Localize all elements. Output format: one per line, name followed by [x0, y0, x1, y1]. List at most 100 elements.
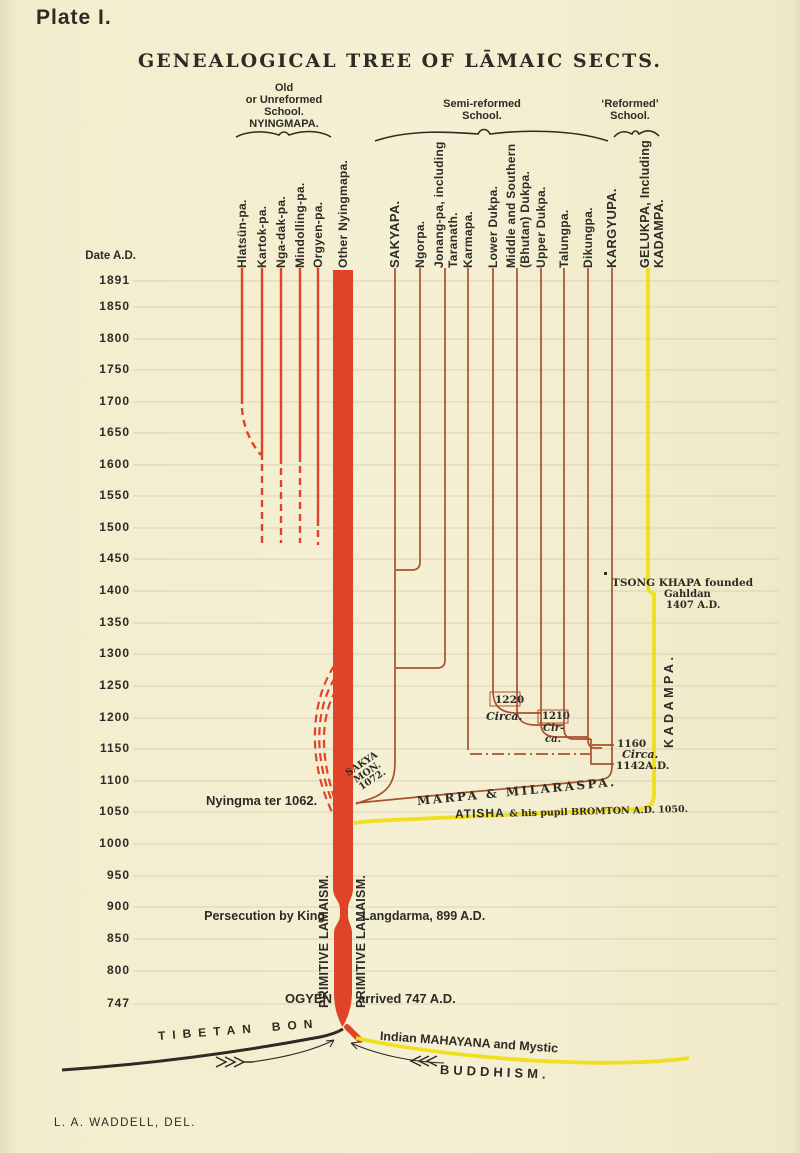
school-header-nyingmapa: Old or Unreformed School. NYINGMAPA.: [214, 82, 354, 130]
sect-label-upper-dukpa: Upper Dukpa.: [534, 186, 548, 268]
nyingma-ter-note: Nyingma ter 1062.: [206, 793, 318, 808]
circa-1210-a: Cir-: [543, 723, 565, 734]
date-tick: 1350: [99, 615, 130, 629]
date-tick: 1500: [99, 520, 130, 534]
ogyen-arrived-label: arrived 747 A.D.: [358, 991, 456, 1006]
date-tick: 1800: [99, 331, 130, 345]
sect-label-other-nyingmapa: Other Nyingmapa.: [336, 159, 350, 268]
year-1210: 1210: [542, 711, 570, 722]
page-title: GENEALOGICAL TREE OF LĀMAIC SECTS.: [138, 50, 662, 72]
gelukpa-line: [353, 268, 656, 825]
date-tick: 1400: [99, 583, 130, 597]
sect-label-talungpa: Talungpa.: [557, 209, 571, 268]
date-grid-lines: [133, 280, 778, 1005]
right-feather-arrow-icon: [409, 1055, 438, 1067]
atisha-rest: & his pupil BROMTON A.D. 1050.: [509, 803, 689, 820]
sect-label-line: GELUKPA, Including: [638, 139, 652, 268]
sect-label-line: Middle and Southern: [504, 143, 518, 268]
date-tick: 800: [106, 963, 130, 977]
right-arrow-hairline: [350, 1041, 445, 1064]
circa-1220: Circa.: [486, 710, 523, 723]
date-tick: 1850: [99, 299, 130, 313]
reformed-brace: [613, 130, 660, 138]
mahayana-yellow-curve: [355, 1036, 690, 1065]
date-tick: 1150: [99, 741, 130, 755]
terma-dashed-arcs: [313, 665, 337, 813]
date-tick: 1750: [99, 362, 130, 376]
sect-label-hlatsunpa: Hlatsün-pa.: [235, 199, 249, 268]
kargyupa-line: [598, 268, 613, 781]
marpa-diagonal-line: [355, 779, 601, 804]
date-tick: 850: [106, 931, 130, 945]
credit-line: L. A. WADDELL, DEL.: [54, 1117, 196, 1129]
circa-1160: Circa.: [622, 748, 659, 761]
date-tick: 1891: [99, 273, 130, 287]
bon-curve: [61, 1027, 344, 1072]
date-tick: 1000: [99, 836, 130, 850]
sect-label-mindolling: Mindolling-pa.: [293, 182, 307, 268]
header-line: School.: [462, 110, 502, 122]
date-tick: 1650: [99, 425, 130, 439]
sakyapa-line: [355, 268, 396, 805]
school-header-reformed: ‘Reformed’ School.: [570, 98, 690, 122]
sect-label-line: (Bhutan) Dukpa.: [518, 170, 532, 268]
date-tick: 1700: [99, 394, 130, 408]
ogyen-label: OGYÉN: [285, 991, 332, 1006]
nyingma-branch-lines: [240, 268, 320, 545]
year-1142: 1142A.D.: [616, 760, 670, 772]
sect-label-line: KADAMPA.: [652, 199, 666, 268]
nyingma-trunk: [333, 270, 353, 1027]
date-tick: 1300: [99, 646, 130, 660]
sect-label-kartokpa: Kartok-pa.: [255, 205, 269, 268]
tsong-khapa-note: TSONG KHAPA founded: [612, 577, 754, 589]
date-tick: 1250: [99, 678, 130, 692]
sect-label-line: Taranath.: [446, 212, 460, 268]
tsong-khapa-note-3: 1407 A.D.: [666, 600, 721, 611]
date-tick: 1200: [99, 710, 130, 724]
bon-and-arrows: [61, 1027, 445, 1072]
sect-label-karmapa: Karmapa.: [461, 210, 475, 268]
sect-label-lower-dukpa: Lower Dukpa.: [486, 185, 500, 268]
sect-label-ngorpa: Ngorpa.: [413, 220, 427, 268]
talungpa-line: [563, 268, 591, 740]
date-leader-lines: [592, 744, 614, 765]
header-line: Old: [274, 82, 294, 94]
year-1160: 1160: [617, 738, 647, 750]
tsong-khapa-note-2: Gahldan: [664, 589, 711, 600]
dikungpa-line: [587, 268, 602, 749]
gelukpa-yellow-lines: [353, 268, 690, 1065]
plate-number: Plate I.: [36, 6, 112, 29]
sect-label-sakyapa: SAKYAPA.: [387, 200, 402, 268]
circa-1210-b: ca.: [545, 734, 562, 745]
persecution-note: Persecution by King: [204, 909, 325, 923]
left-arrow-hairline: [251, 1039, 335, 1063]
left-feather-arrow-icon: [215, 1056, 253, 1068]
ngorpa-line: [396, 268, 421, 571]
date-tick: 1050: [99, 804, 130, 818]
header-line: NYINGMAPA.: [249, 118, 319, 130]
sect-label-kargyupa: KARGYUPA.: [604, 188, 619, 268]
year-1220: 1220: [495, 694, 525, 706]
sect-label-ngadakpa: Nga-dak-pa.: [274, 196, 288, 268]
sakya-kargyu-lines: [355, 268, 614, 805]
date-tick: 1100: [99, 773, 130, 787]
date-tick: 950: [106, 868, 130, 882]
date-tick: 1550: [99, 488, 130, 502]
upper-dukpa-line: [540, 268, 588, 738]
sect-label-orgyenpa: Orgyen-pa.: [311, 201, 325, 268]
header-braces: [235, 128, 660, 142]
primitive-lamaism-left: PRIMITIVE LAMAISM.: [317, 874, 331, 1008]
kadampa-side-label: KADAMPA.: [662, 653, 676, 748]
school-header-semi-reformed: Semi-reformed School.: [407, 98, 557, 122]
box-1220: [489, 691, 521, 707]
jonangpa-line: [396, 268, 446, 669]
semi-reformed-brace: [374, 128, 609, 142]
sect-label-jonangpa: Jonang-pa, including Taranath.: [432, 141, 460, 268]
date-axis-title: Date A.D.: [85, 250, 136, 262]
nyingmapa-brace: [235, 130, 332, 138]
reference-dot: [604, 572, 607, 575]
date-tick: 1450: [99, 551, 130, 565]
header-line: Semi-reformed: [443, 98, 521, 110]
